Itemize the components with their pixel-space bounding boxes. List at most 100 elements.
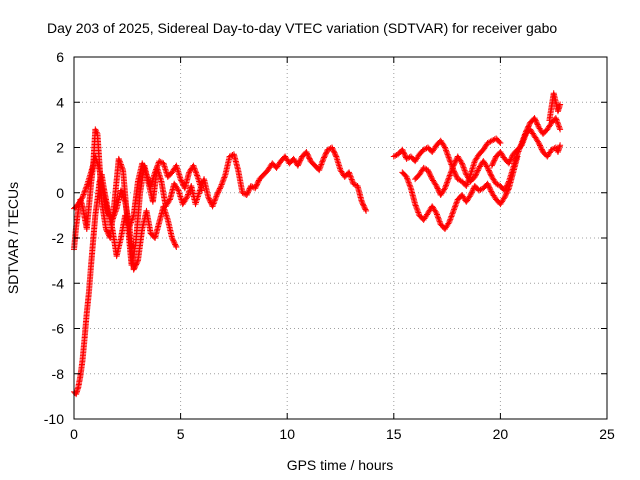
data-point <box>435 186 442 193</box>
data-point <box>518 142 525 149</box>
data-point <box>508 155 515 162</box>
data-point <box>450 162 457 169</box>
data-point <box>407 183 414 190</box>
data-point <box>304 151 311 158</box>
data-point <box>501 194 508 201</box>
data-point <box>453 199 460 206</box>
data-point <box>215 188 222 195</box>
data-point <box>425 168 432 175</box>
data-point <box>474 167 481 174</box>
data-point <box>473 170 480 177</box>
data-point <box>552 115 559 122</box>
data-point <box>434 212 441 219</box>
data-point <box>81 190 88 197</box>
data-point <box>483 163 490 170</box>
data-point <box>83 184 90 191</box>
data-point <box>332 152 339 159</box>
data-point <box>504 182 511 189</box>
data-point <box>508 153 515 160</box>
data-point <box>452 158 459 165</box>
data-point <box>436 217 443 224</box>
data-point <box>306 155 313 162</box>
data-point <box>444 178 451 185</box>
data-point <box>109 215 116 222</box>
data-point <box>434 184 441 191</box>
data-point <box>533 118 540 125</box>
data-point <box>447 158 454 165</box>
data-point <box>502 186 509 193</box>
data-point <box>460 164 467 171</box>
data-point <box>316 167 323 174</box>
data-point <box>296 160 303 167</box>
axis-ticks: 0 5 10 15 20 25 -10 -8 -6 -4 -2 0 2 4 6 <box>44 49 615 442</box>
y-tick-label: -4 <box>52 275 65 291</box>
data-point <box>303 150 310 157</box>
data-point <box>245 188 252 195</box>
data-point <box>443 148 450 155</box>
data-point <box>462 170 469 177</box>
data-point <box>532 116 539 123</box>
data-point <box>329 145 336 152</box>
data-point <box>446 157 453 164</box>
data-point <box>463 181 470 188</box>
data-point <box>305 154 312 161</box>
data-point <box>557 142 564 149</box>
data-point <box>80 191 87 198</box>
data-point <box>118 190 125 197</box>
data-point <box>252 185 259 192</box>
data-point <box>317 162 324 169</box>
data-point <box>413 205 420 212</box>
data-point <box>401 150 408 157</box>
data-point <box>473 171 480 178</box>
data-point <box>185 191 192 198</box>
data-point <box>520 137 527 144</box>
data-point <box>443 180 450 187</box>
data-point <box>502 191 509 198</box>
data-point <box>120 194 127 201</box>
data-point <box>505 179 512 186</box>
data-point <box>184 192 191 199</box>
data-point <box>318 160 325 167</box>
data-point <box>347 173 354 180</box>
data-point <box>216 185 223 192</box>
data-point <box>469 186 476 193</box>
data-point <box>491 157 498 164</box>
data-point <box>472 172 479 179</box>
data-point <box>500 195 507 202</box>
data-point <box>128 219 135 226</box>
data-point <box>244 190 251 197</box>
data-point <box>102 225 109 232</box>
data-point <box>330 148 337 155</box>
data-point <box>464 180 471 187</box>
data-point <box>471 173 478 180</box>
data-point <box>433 182 440 189</box>
data-point <box>461 165 468 172</box>
data-point <box>463 182 470 189</box>
data-point <box>452 171 459 178</box>
data-point <box>178 177 185 184</box>
x-tick-label: 15 <box>386 426 402 442</box>
data-point <box>451 205 458 212</box>
data-point <box>453 200 460 207</box>
data-point <box>192 168 199 175</box>
data-point <box>447 214 454 221</box>
data-point <box>211 199 218 206</box>
data-point <box>447 171 454 178</box>
data-point <box>448 213 455 220</box>
data-point <box>487 187 494 194</box>
data-point <box>519 140 526 147</box>
data-point <box>445 220 452 227</box>
data-point <box>521 135 528 142</box>
data-point <box>360 201 367 208</box>
data-point <box>443 147 450 154</box>
data-point <box>444 150 451 157</box>
data-point <box>444 151 451 158</box>
data-point <box>488 162 495 169</box>
data-point <box>215 189 222 196</box>
data-point <box>78 195 85 202</box>
data-point <box>449 210 456 217</box>
data-point <box>441 143 448 150</box>
data-marks <box>71 90 564 398</box>
data-point <box>152 167 159 174</box>
